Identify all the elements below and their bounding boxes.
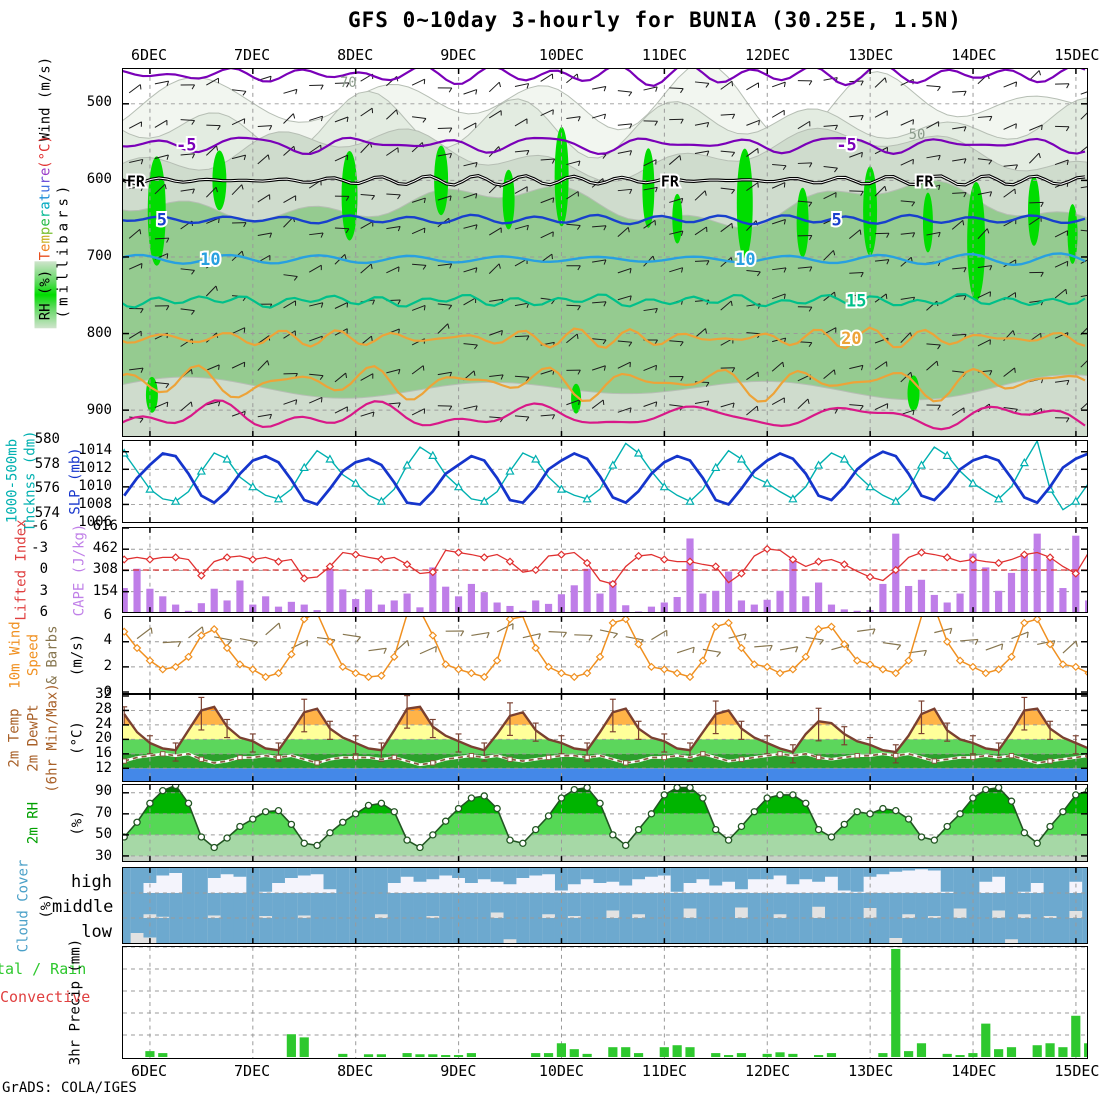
- total-rain-label: tal / Rain: [0, 960, 87, 978]
- date-bottom: 11DEC: [641, 1062, 688, 1080]
- y-tick-label: 800: [86, 325, 112, 341]
- y-tick-label: 24: [95, 715, 112, 732]
- y-tick-label: 12: [95, 760, 112, 776]
- rh2m-label: 2m RH: [25, 801, 42, 845]
- convective-label: Convective: [0, 988, 91, 1006]
- p3-plot: [122, 527, 1088, 613]
- date-top: 13DEC: [848, 46, 894, 64]
- y-tick-label: 20: [95, 730, 112, 747]
- wind10m-label-1: 10m Wind: [7, 621, 24, 689]
- y-tick-label: 700: [86, 248, 112, 264]
- svg-text:FR: FR: [915, 172, 933, 190]
- temp2m-label: 2m Temp: [6, 708, 23, 768]
- date-bottom: 6DEC: [130, 1062, 168, 1080]
- date-top: 15DEC: [1054, 46, 1100, 64]
- date-top: 14DEC: [951, 46, 997, 64]
- date-bottom: 8DEC: [337, 1062, 374, 1080]
- wind10m-label-3: & Barbs: [44, 625, 61, 685]
- svg-text:15: 15: [846, 291, 866, 311]
- y-tick-label: 1014: [78, 442, 112, 458]
- y-tick-label: 70: [95, 804, 112, 821]
- y-tick-label: 154: [92, 583, 118, 600]
- y-tick-label: 6: [39, 604, 48, 620]
- y-tick-label: 0: [103, 684, 112, 700]
- y-tick-label: 1012: [78, 460, 112, 476]
- grads-credit: GrADS: COLA/IGES: [2, 1080, 137, 1096]
- dewpt2m-label: 2m DewPt: [25, 704, 42, 772]
- cloud-row-middle: middle: [52, 897, 114, 917]
- p5-plot: [122, 694, 1088, 782]
- y-tick-label: 3: [39, 582, 48, 599]
- y-tick-label: -6: [31, 518, 48, 534]
- date-bottom: 14DEC: [951, 1062, 997, 1080]
- y-tick-label: 576: [34, 480, 60, 497]
- date-top: 7DEC: [234, 46, 271, 64]
- y-tick-label: 28: [95, 700, 112, 717]
- y-tick-label: 462: [92, 539, 118, 556]
- y-tick-label: 600: [86, 171, 112, 187]
- date-top: 6DEC: [130, 46, 168, 64]
- y-tick-label: 308: [92, 561, 118, 578]
- wind10m-label-2: Speed: [25, 633, 42, 677]
- y-tick-label: 1010: [78, 478, 112, 494]
- y-tick-label: 2: [103, 658, 112, 675]
- date-top: 10DEC: [538, 46, 584, 64]
- date-top: 8DEC: [337, 46, 374, 64]
- y-tick-label: 6: [103, 606, 112, 623]
- svg-text:50: 50: [909, 127, 926, 143]
- y-tick-label: 580: [34, 431, 60, 447]
- minmax-label: (6hr Min/Max): [44, 683, 61, 793]
- y-tick-label: 578: [34, 455, 60, 472]
- date-top: 12DEC: [745, 46, 791, 64]
- y-tick-label: 16: [95, 745, 112, 762]
- p2-plot: [122, 440, 1088, 523]
- svg-text:70: 70: [340, 75, 357, 91]
- y-tick-label: 500: [86, 94, 112, 110]
- svg-text:20: 20: [841, 328, 861, 348]
- date-bottom: 13DEC: [848, 1062, 894, 1080]
- svg-text:FR: FR: [127, 172, 145, 190]
- y-tick-label: -3: [31, 539, 48, 556]
- date-top: 11DEC: [641, 46, 688, 64]
- y-tick-label: 50: [95, 826, 112, 843]
- p4-plot: [122, 616, 1088, 694]
- svg-text:-5: -5: [836, 134, 856, 154]
- date-bottom: 7DEC: [234, 1062, 271, 1080]
- rh-legend: RH (%): [34, 261, 57, 329]
- svg-text:5: 5: [157, 209, 167, 229]
- date-bottom: 12DEC: [745, 1062, 791, 1080]
- y-tick-label: 90: [95, 783, 112, 799]
- y-tick-label: 0: [39, 561, 48, 577]
- temperature-rainbow-label: Temperature: [37, 167, 54, 261]
- date-bottom: 9DEC: [440, 1062, 477, 1080]
- p8-plot: [122, 946, 1088, 1059]
- svg-text:10: 10: [200, 249, 220, 269]
- y-tick-label: 1006: [78, 514, 112, 530]
- y-tick-label: 30: [95, 847, 112, 864]
- date-top: 9DEC: [440, 46, 477, 64]
- precip-axis-label: 3hr Precip (mm): [67, 938, 84, 1066]
- y-tick-label: 900: [86, 402, 112, 418]
- cloud-row-low: low: [81, 922, 112, 942]
- date-bottom: 10DEC: [538, 1062, 584, 1080]
- svg-text:10: 10: [735, 249, 755, 269]
- date-bottom: 15DEC: [1054, 1062, 1100, 1080]
- svg-text:-5: -5: [176, 134, 196, 154]
- p7-plot: [122, 867, 1088, 944]
- y-tick-label: 32: [95, 686, 112, 702]
- p1-plot: -5 -5 FR FR FR 5 5 10 10 15 20 70 50: [122, 68, 1088, 437]
- svg-text:FR: FR: [661, 172, 679, 190]
- y-tick-label: 4: [103, 632, 112, 649]
- y-tick-label: 616: [92, 518, 118, 534]
- svg-text:5: 5: [832, 209, 842, 229]
- y-tick-label: 1008: [78, 496, 112, 512]
- wind-axis-label: Wind (m/s): [37, 56, 54, 142]
- y-tick-label: 574: [34, 505, 60, 522]
- temp-unit-label: (°C): [37, 135, 54, 169]
- p6-plot: [122, 784, 1088, 862]
- cloud-row-high: high: [71, 872, 112, 892]
- cloud-cover-label: Cloud Cover: [15, 859, 32, 953]
- chart-title: GFS 0~10day 3-hourly for BUNIA (30.25E, …: [348, 8, 962, 32]
